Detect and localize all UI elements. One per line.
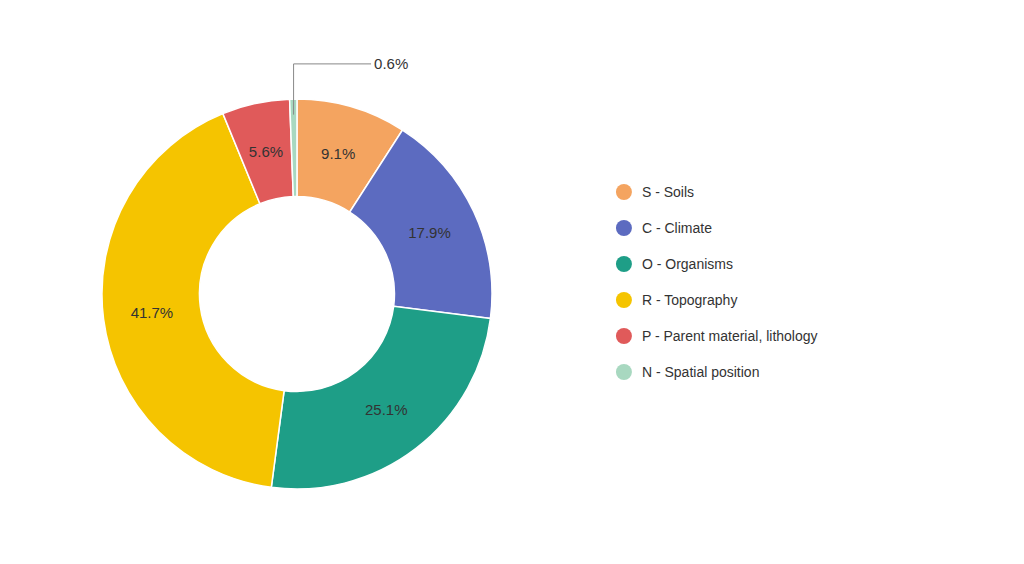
legend-item: S - Soils (616, 184, 694, 200)
legend-swatch (616, 292, 632, 308)
data-label: 5.6% (249, 143, 283, 160)
data-label: 17.9% (408, 224, 451, 241)
slice (350, 130, 492, 318)
legend: S - Soils C - Climate O - Organisms R - Top… (616, 184, 818, 380)
legend-item: C - Climate (616, 220, 712, 236)
legend-swatch (616, 364, 632, 380)
data-label: 41.7% (131, 304, 174, 321)
slice (271, 306, 490, 489)
leader-line (294, 64, 371, 115)
data-label: 0.6% (374, 55, 408, 72)
legend-item: P - Parent material, lithology (616, 328, 818, 344)
data-label: 9.1% (321, 145, 355, 162)
legend-item: R - Topography (616, 292, 737, 308)
legend-label: C - Climate (642, 220, 712, 236)
data-labels: 9.1% 17.9% 25.1% 41.7% 5.6% 0.6% (131, 55, 451, 418)
legend-label: R - Topography (642, 292, 737, 308)
legend-label: S - Soils (642, 184, 694, 200)
legend-swatch (616, 328, 632, 344)
data-label: 25.1% (365, 401, 408, 418)
legend-label: P - Parent material, lithology (642, 328, 818, 344)
legend-swatch (616, 184, 632, 200)
donut (102, 99, 492, 489)
legend-item: N - Spatial position (616, 364, 760, 380)
legend-item: O - Organisms (616, 256, 733, 272)
legend-swatch (616, 256, 632, 272)
legend-swatch (616, 220, 632, 236)
chart: 9.1% 17.9% 25.1% 41.7% 5.6% 0.6% S - Soils C - … (0, 0, 1024, 564)
slice (223, 99, 293, 204)
legend-label: O - Organisms (642, 256, 733, 272)
legend-label: N - Spatial position (642, 364, 760, 380)
